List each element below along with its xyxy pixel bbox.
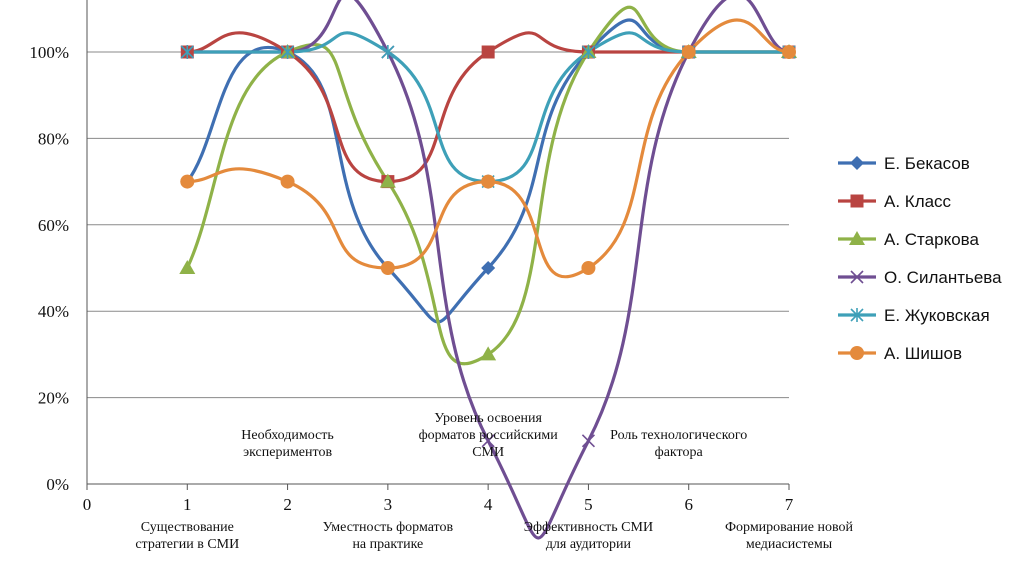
x-tick-label: 3 [384,495,393,514]
x-tick-label: 4 [484,495,493,514]
legend-item: А. Шишов [838,344,962,363]
x-tick-label: 7 [785,495,794,514]
legend-item: Е. Жуковская [838,306,990,325]
legend-item: А. Класс [838,192,952,211]
data-point-series-1 [481,261,496,275]
data-point-series-5 [180,45,194,59]
data-point-series-3 [480,346,497,361]
category-label: Уместность форматов [323,520,454,535]
legend-marker [850,270,864,284]
y-tick-label: 40% [38,302,69,321]
legend-label: А. Класс [884,192,952,211]
category-label: Формирование новой [725,520,854,535]
category-label: Роль технологического [610,428,747,443]
x-tick-label: 1 [183,495,192,514]
category-label: Необходимость [241,428,334,443]
legend-label: Е. Жуковская [884,306,990,325]
legend-marker [850,194,864,208]
category-label: для аудитории [546,537,632,552]
x-tick-label: 6 [684,495,693,514]
y-tick-label: 20% [38,389,69,408]
data-point-series-6 [481,174,496,189]
data-point-series-4 [481,434,495,448]
category-label: стратегии в СМИ [135,537,239,552]
data-point-series-4 [581,434,595,448]
category-labels: Существование стратегии в СМИ Необходимост… [135,411,853,552]
legend-marker [850,156,864,170]
data-point-series-3 [379,173,396,188]
legend-item: О. Силантьева [838,268,1002,287]
category-label: фактора [655,445,704,460]
category-label: на практике [352,537,423,552]
x-tick-label: 5 [584,495,593,514]
data-point-series-6 [681,45,696,59]
category-label: медиасистемы [746,537,833,552]
legend-label: А. Шишов [884,344,962,363]
y-tick-label: 80% [38,129,69,148]
data-point-series-5 [381,45,395,59]
category-label: Уровень освоения [434,411,542,426]
legend-item: А. Старкова [838,230,979,249]
legend-marker [850,346,864,360]
category-label: СМИ [472,445,504,460]
series-line-1 [185,18,791,324]
data-point-series-6 [380,261,395,275]
category-label: Существование [141,520,234,535]
y-tick-label: 0% [46,475,69,494]
data-point-series-6 [280,174,295,189]
legend-item: Е. Бекасов [838,154,970,173]
legend-marker [850,308,864,322]
data-point-series-6 [782,45,796,59]
data-point-series-5 [581,45,595,59]
data-point-series-6 [581,261,596,275]
data-point-series-5 [281,45,295,59]
data-point-series-2 [481,45,495,59]
series-markers [179,44,797,448]
category-label: экспериментов [243,445,332,460]
y-tick-label: 60% [38,216,69,235]
axes: 0% 20% 40% 60% 80% 100% 0 1 2 3 4 5 6 7 [29,0,794,514]
legend: Е. Бекасов А. Класс А. Старкова О. Силантье… [838,154,1002,363]
legend-label: Е. Бекасов [884,154,970,173]
category-label: Эффективность СМИ [524,520,653,535]
legend-label: О. Силантьева [884,268,1002,287]
category-label: форматов российскими [419,428,559,443]
x-tick-label: 0 [83,495,92,514]
x-tick-label: 2 [283,495,292,514]
legend-marker [849,231,865,245]
legend-label: А. Старкова [884,230,979,249]
y-tick-label: 100% [29,43,69,62]
data-point-series-3 [179,260,196,274]
data-point-series-6 [180,174,195,189]
